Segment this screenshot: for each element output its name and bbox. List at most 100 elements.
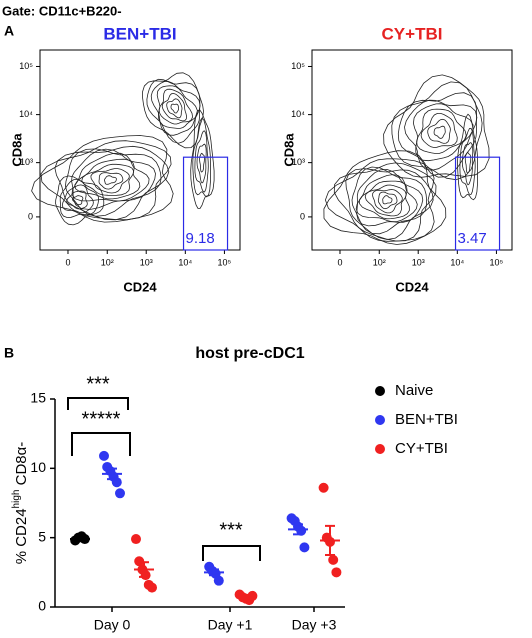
contour-line	[71, 195, 84, 205]
contour-line	[54, 145, 170, 221]
y-axis-label: CD8a	[9, 133, 24, 167]
contour-line	[464, 152, 472, 174]
legend-marker	[375, 386, 385, 396]
chart-title: CY+TBI	[382, 24, 443, 43]
x-tick-label: 10⁴	[178, 257, 192, 267]
contour-line	[192, 117, 211, 198]
legend-marker	[375, 415, 385, 425]
data-point	[318, 482, 329, 493]
x-tick-label: 0	[65, 257, 70, 267]
legend-marker	[375, 444, 385, 454]
legend-label: BEN+TBI	[395, 411, 458, 428]
x-tick-label: 10⁵	[490, 257, 504, 267]
contour-line	[391, 81, 483, 181]
contour-line	[71, 152, 150, 202]
x-tick-label: 10³	[412, 257, 425, 267]
contour-line	[377, 191, 398, 210]
data-point	[299, 542, 310, 553]
y-tick-label: 10⁵	[19, 61, 33, 71]
y-tick-label: 0	[300, 211, 305, 221]
contour-line	[356, 168, 424, 227]
x-tick-label: 10²	[101, 257, 114, 267]
y-tick-label: 0	[38, 598, 46, 614]
contour-line	[64, 148, 162, 217]
x-tick-label: 0	[337, 257, 342, 267]
contour-line	[150, 80, 201, 136]
gate-percent: 9.18	[186, 230, 215, 247]
x-axis-label: CD24	[123, 279, 157, 294]
y-tick-label: 0	[28, 211, 33, 221]
plot-frame	[39, 49, 241, 251]
contour-line	[412, 103, 474, 162]
panel-letter: B	[4, 345, 14, 361]
x-tick-label: 10⁴	[450, 257, 464, 267]
data-point	[131, 534, 141, 545]
y-tick-label: 10⁴	[291, 109, 305, 119]
significance-bracket	[202, 545, 261, 561]
contour-line	[427, 118, 451, 144]
significance-bracket	[71, 432, 131, 456]
contour-line	[55, 175, 105, 226]
contour-line	[40, 140, 172, 221]
contour-line	[81, 163, 135, 196]
y-tick-label: 10⁵	[291, 61, 305, 71]
contour-line	[71, 148, 156, 210]
data-point	[147, 582, 157, 593]
contour-line	[103, 175, 117, 185]
x-tick-label: Day +3	[292, 617, 337, 633]
contour-line	[194, 130, 209, 193]
y-axis-label: % CD24high CD8α-	[11, 442, 30, 565]
legend-label: CY+TBI	[395, 440, 448, 457]
contour-line	[142, 72, 204, 149]
contour-line	[382, 195, 393, 205]
contour-line	[90, 168, 130, 194]
contour-line	[166, 98, 183, 119]
y-tick-label: 10⁴	[19, 109, 33, 119]
y-axis-label: CD8a	[281, 133, 296, 167]
contour-line	[170, 103, 180, 114]
contour-line	[383, 74, 490, 178]
contour-line	[98, 172, 124, 190]
y-tick-label: 10	[30, 459, 46, 475]
contour-line	[199, 152, 205, 173]
contour-line	[323, 150, 447, 245]
significance-label: ***	[86, 373, 110, 395]
y-tick-label: 10³	[292, 157, 305, 167]
contour-line	[196, 143, 207, 184]
x-tick-label: 10⁵	[218, 257, 232, 267]
data-point	[213, 575, 224, 586]
y-label-main: % CD24	[13, 508, 30, 564]
contour-line	[420, 113, 458, 148]
gate	[454, 156, 501, 251]
data-point	[99, 450, 109, 461]
contour-line	[372, 189, 403, 214]
contour-line	[459, 127, 476, 195]
plot-frame	[311, 49, 513, 251]
contour-line	[397, 92, 478, 178]
x-tick-label: 10³	[140, 257, 153, 267]
contour-line	[190, 109, 215, 209]
contour-line	[345, 168, 434, 240]
contour-line	[158, 88, 194, 125]
legend-label: Naive	[395, 382, 433, 399]
contour-line	[333, 162, 437, 242]
contour-line	[161, 92, 188, 122]
data-point	[331, 567, 342, 578]
chart-title: host pre-cDC1	[195, 345, 304, 362]
contour-line	[156, 85, 198, 129]
contour-line	[31, 135, 174, 223]
contour-line	[364, 184, 407, 217]
x-tick-label: Day 0	[94, 617, 131, 633]
x-axis-label: CD24	[395, 279, 429, 294]
y-label-sup: high	[11, 490, 22, 509]
contour-line	[59, 179, 100, 218]
contour-line	[404, 99, 478, 171]
chart-title: BEN+TBI	[103, 24, 176, 43]
contour-line	[61, 184, 94, 214]
significance-label: *****	[82, 408, 121, 430]
contour-line	[461, 142, 474, 186]
significance-bracket	[67, 397, 129, 410]
contour-line	[324, 158, 435, 242]
gate-title: Gate: CD11c+B220-	[2, 3, 122, 18]
contour-line	[351, 166, 428, 235]
